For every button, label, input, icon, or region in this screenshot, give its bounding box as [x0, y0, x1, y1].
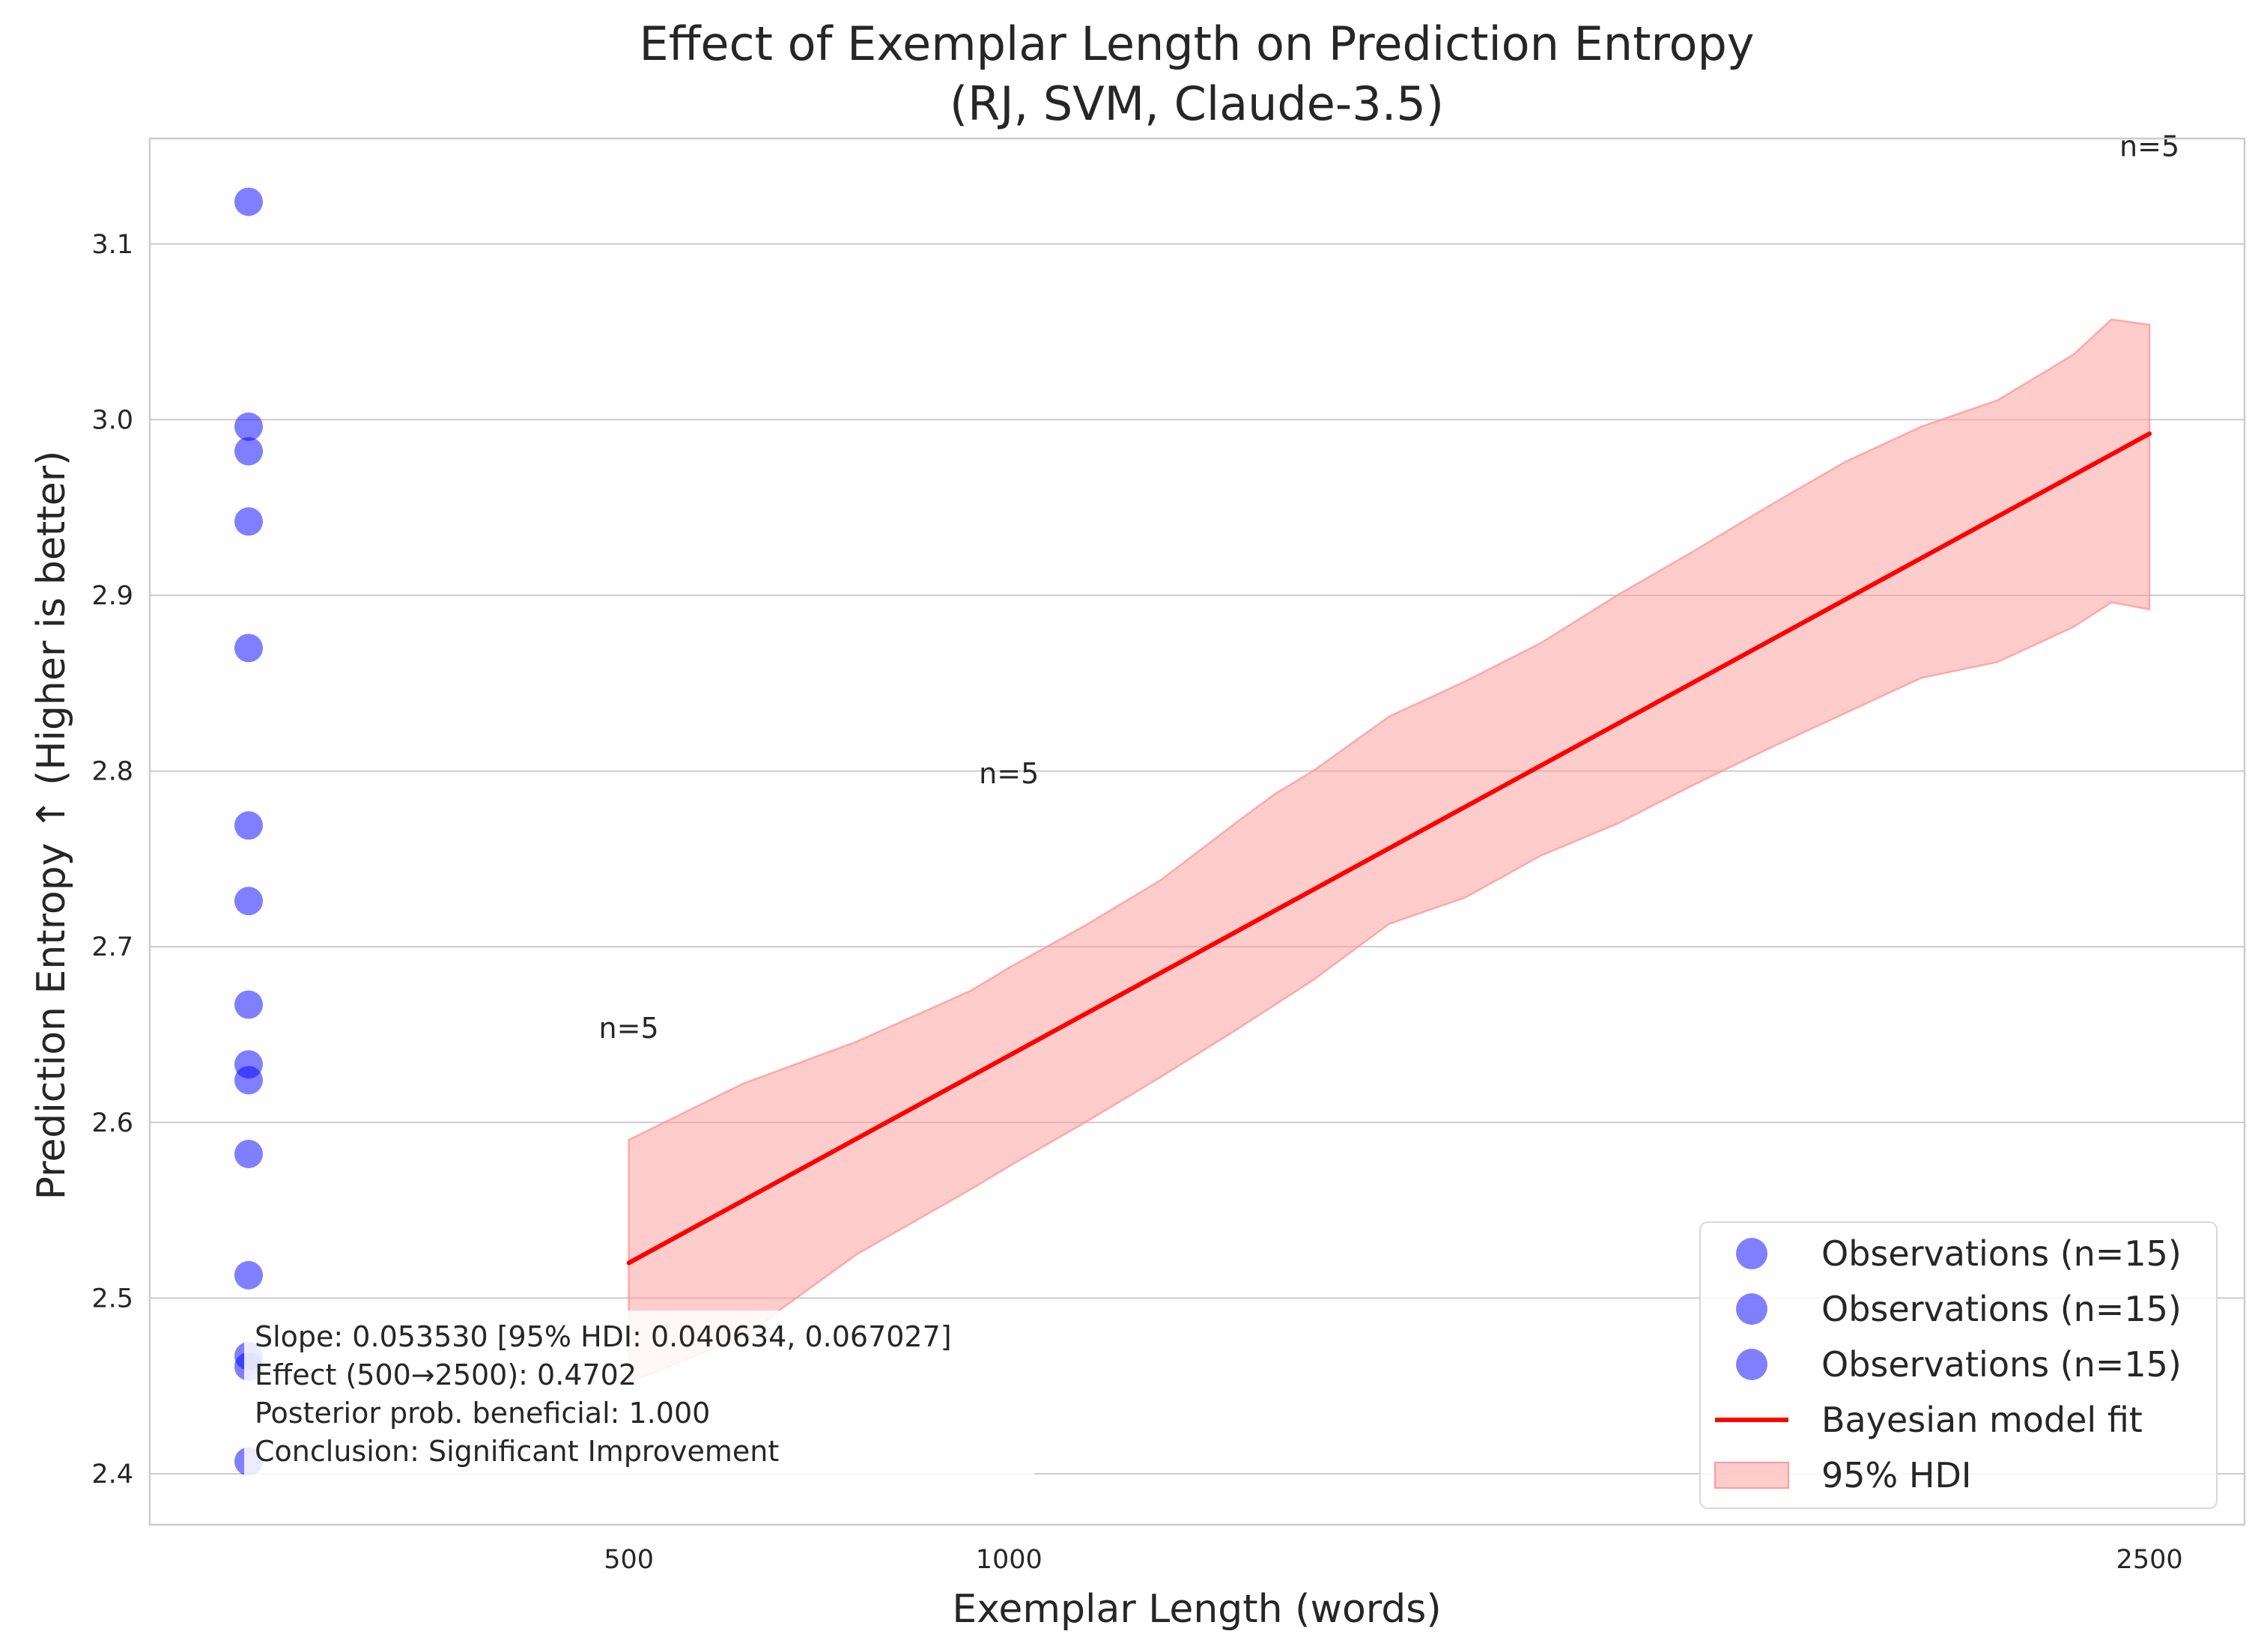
y-tick-label: 3.1 — [91, 230, 133, 260]
axes: 2.4 2.5 2.6 2.7 2.8 2.9 3.0 3.1 500 1000 2500 — [91, 137, 2246, 1575]
x-tick-label: 1000 — [976, 1545, 1043, 1575]
plot-frame — [148, 137, 2246, 1526]
y-axis-label: Prediction Entropy ↑ (Higher is better) — [29, 451, 74, 1200]
observation-point — [234, 811, 263, 840]
n-label: n=5 — [599, 1012, 659, 1045]
x-tick-label: 500 — [604, 1545, 654, 1575]
y-tick-label: 2.6 — [91, 1108, 133, 1138]
observation-point — [234, 412, 263, 441]
y-tick-label: 2.9 — [91, 581, 133, 611]
legend-label: Bayesian model fit — [1821, 1400, 2143, 1440]
stats-box — [244, 1311, 1034, 1479]
observation-point — [234, 634, 263, 663]
observation-point — [234, 990, 263, 1019]
y-tick-label: 3.0 — [91, 405, 133, 435]
legend: Observations (n=15) Observations (n=15) Ob… — [1699, 1221, 2218, 1509]
legend-label: Observations (n=15) — [1821, 1289, 2182, 1329]
legend-marker-observations — [1736, 1349, 1767, 1380]
legend-patch-hdi — [1714, 1462, 1789, 1489]
chart-title: Effect of Exemplar Length on Prediction … — [640, 16, 1755, 71]
bayesian-fit-line — [626, 431, 2152, 1266]
legend-marker-observations — [1736, 1293, 1767, 1325]
observation-point — [234, 1260, 263, 1290]
legend-label: Observations (n=15) — [1821, 1233, 2182, 1274]
y-tick-label: 2.5 — [91, 1284, 133, 1314]
y-tick-label: 2.7 — [91, 932, 133, 962]
chart-subtitle: (RJ, SVM, Claude-3.5) — [950, 76, 1444, 131]
observation-point — [234, 437, 263, 466]
n-label: n=5 — [2119, 130, 2179, 163]
observation-point — [234, 507, 263, 536]
observation-point — [234, 1139, 263, 1168]
x-tick-label: 2500 — [2116, 1545, 2183, 1575]
legend-marker-observations — [1736, 1238, 1767, 1269]
y-tick-label: 2.4 — [91, 1460, 133, 1489]
stats-line: Posterior prob. beneficial: 1.000 — [255, 1397, 710, 1430]
observation-point — [234, 187, 263, 216]
annotations: n=5 n=5 n=5 Slope: 0.053530 [95% HDI: 0.040… — [244, 130, 2179, 1479]
legend-box — [1699, 1221, 2218, 1509]
observation-point — [234, 887, 263, 916]
stats-line: Conclusion: Significant Improvement — [255, 1435, 779, 1468]
hdi-band-layer — [628, 318, 2151, 1384]
hdi-band — [628, 318, 2151, 1384]
stats-line: Effect (500→2500): 0.4702 — [255, 1358, 637, 1391]
observation-point — [234, 1066, 263, 1095]
fit-line-layer — [626, 431, 2152, 1266]
x-axis-label: Exemplar Length (words) — [952, 1587, 1441, 1632]
legend-label: Observations (n=15) — [1821, 1344, 2182, 1385]
y-tick-label: 2.8 — [91, 757, 133, 787]
legend-label: 95% HDI — [1821, 1455, 1971, 1495]
stats-line: Slope: 0.053530 [95% HDI: 0.040634, 0.06… — [255, 1320, 952, 1353]
n-label: n=5 — [979, 757, 1039, 790]
